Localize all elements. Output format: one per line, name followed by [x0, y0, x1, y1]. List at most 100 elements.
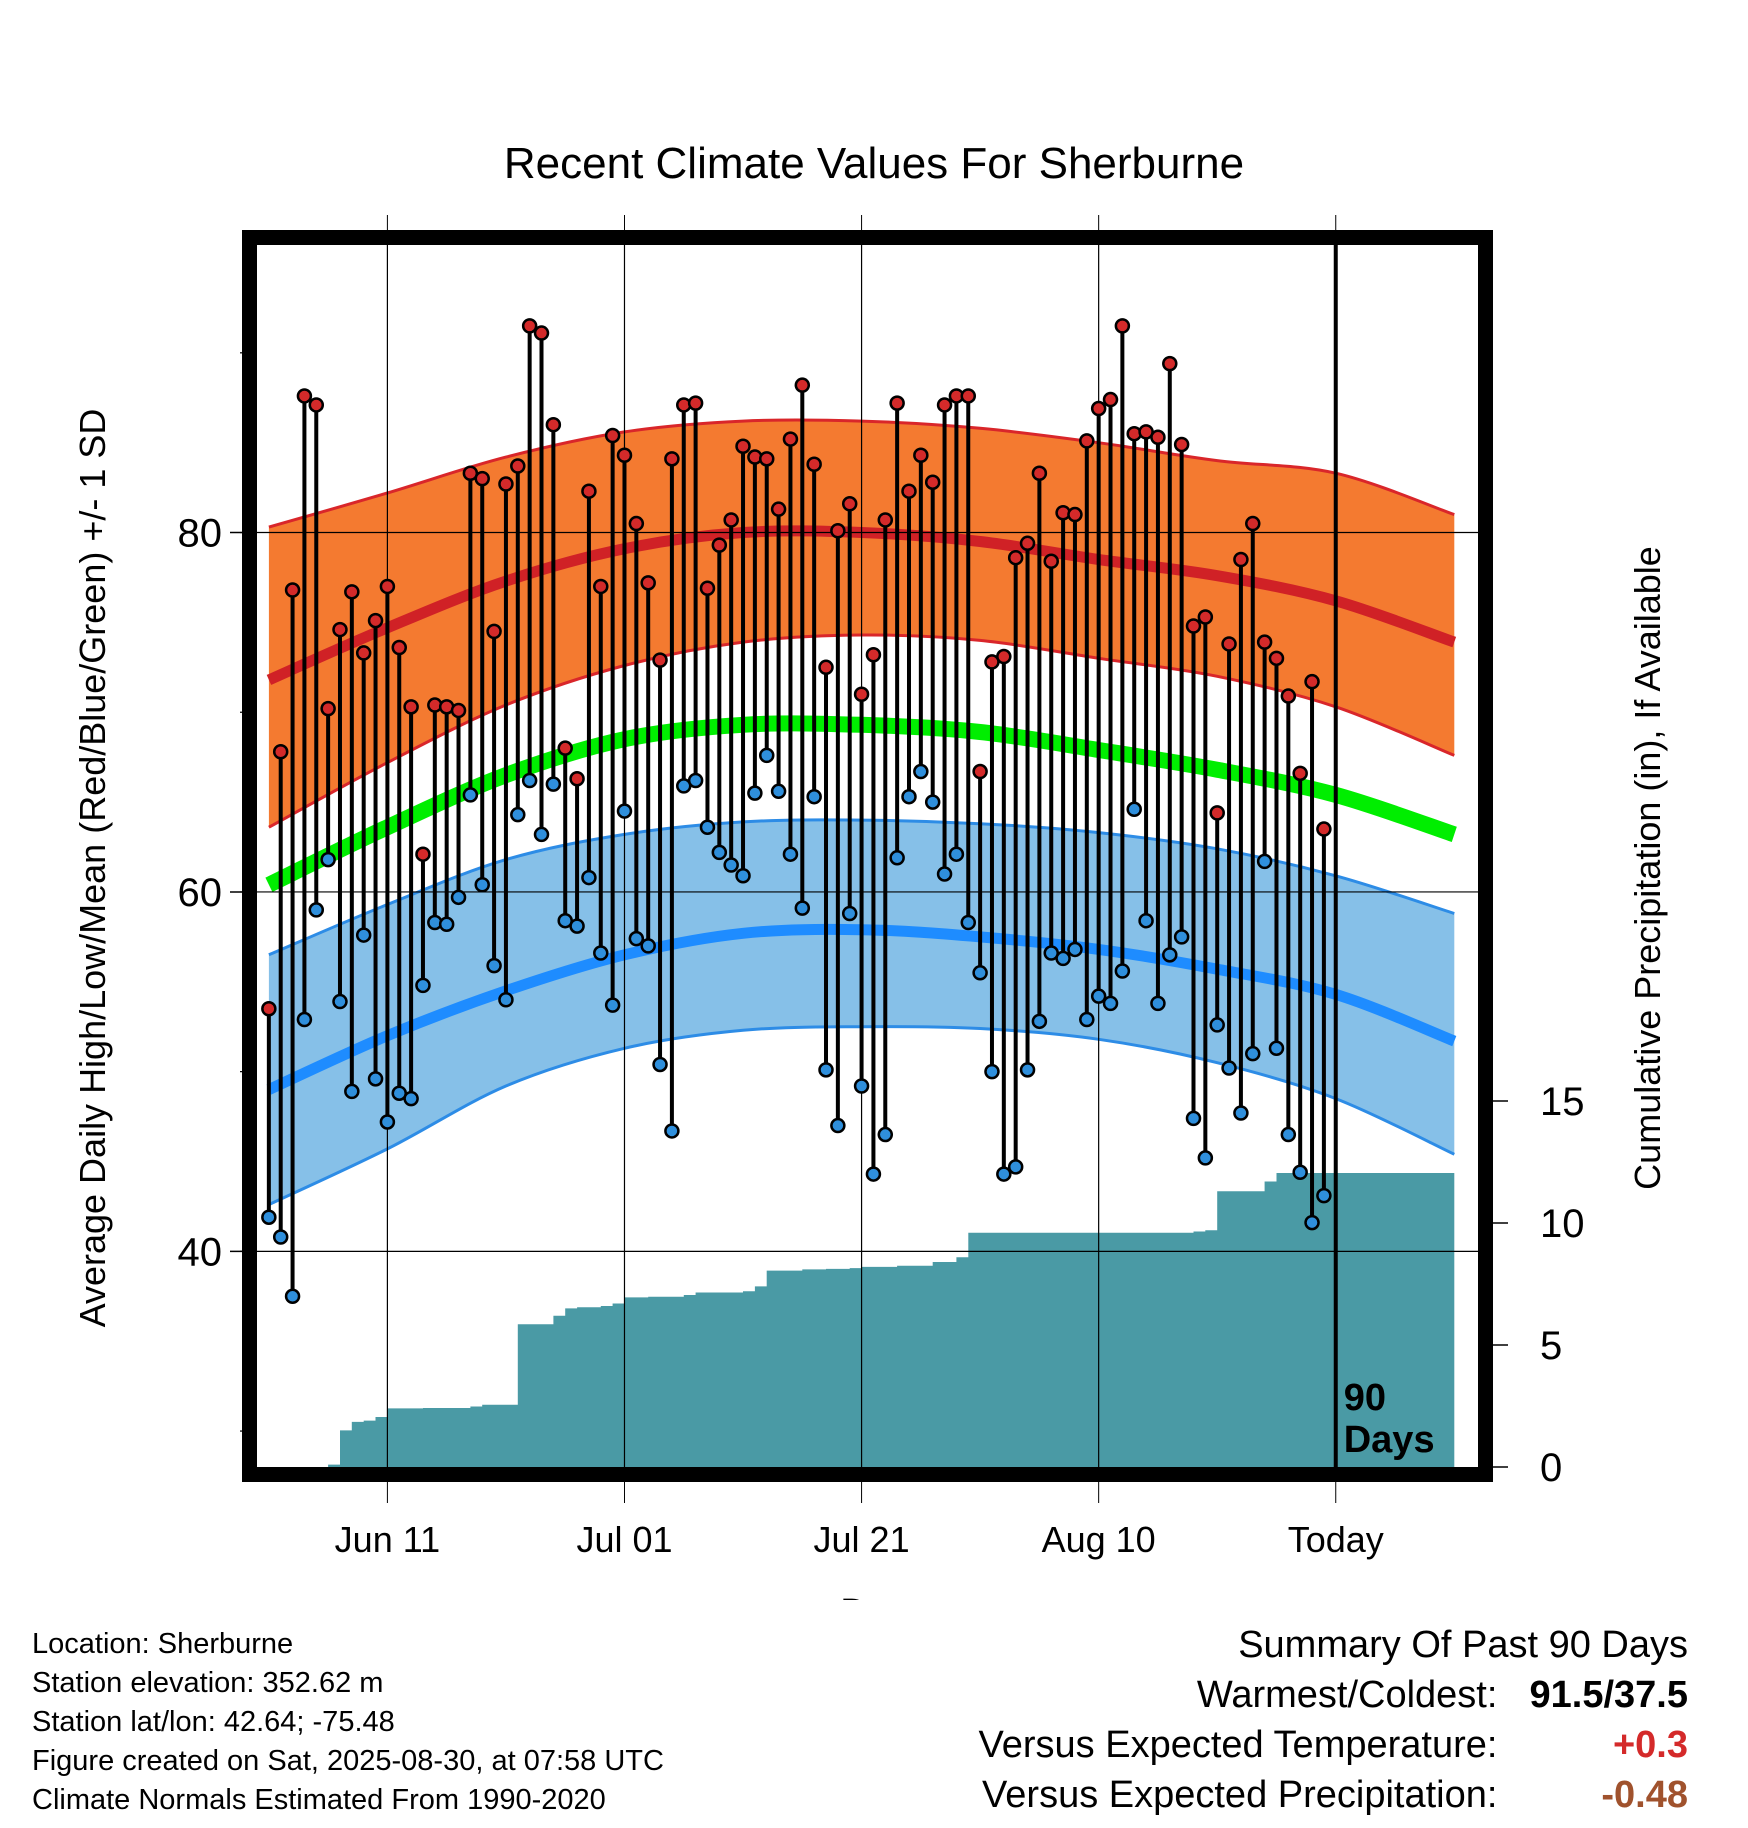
- high-point-69: [1079, 433, 1095, 449]
- low-point-86: [1280, 1126, 1297, 1143]
- low-point-3: [296, 1011, 313, 1028]
- low-point-37: [699, 819, 716, 835]
- high-point-65: [1031, 465, 1048, 481]
- low-point-73: [1126, 801, 1142, 818]
- warm-cold-label: Warmest/Coldest:: [1196, 1674, 1498, 1716]
- high-point-52: [877, 512, 894, 528]
- high-point-48: [830, 522, 846, 539]
- high-point-71: [1102, 391, 1119, 408]
- high-point-45: [794, 377, 811, 393]
- high-point-31: [628, 515, 645, 532]
- low-point-51: [865, 1166, 882, 1182]
- chart-title: Recent Climate Values For Sherburne: [504, 139, 1244, 188]
- y2-axis-label: Cumulative Precipitation (in), If Availa…: [1627, 546, 1668, 1190]
- high-point-47: [818, 659, 834, 676]
- low-point-74: [1138, 912, 1154, 929]
- low-point-87: [1292, 1164, 1308, 1181]
- high-point-46: [806, 456, 822, 472]
- high-point-66: [1043, 553, 1059, 570]
- high-point-18: [474, 470, 490, 487]
- low-point-68: [1067, 941, 1083, 958]
- low-point-50: [853, 1078, 870, 1094]
- location-text: Location: Sherburne: [32, 1628, 294, 1660]
- high-point-26: [569, 770, 585, 787]
- high-point-77: [1173, 436, 1190, 453]
- high-point-30: [616, 447, 633, 464]
- low-point-78: [1185, 1110, 1202, 1127]
- y2-tick-label-1: 5: [1540, 1324, 1562, 1368]
- low-point-39: [723, 857, 739, 873]
- high-point-0: [261, 1001, 277, 1017]
- low-point-48: [830, 1117, 846, 1134]
- high-point-40: [735, 438, 751, 455]
- created-text: Figure created on Sat, 2025-08-30, at 07…: [32, 1745, 664, 1777]
- y2-tick-label-3: 15: [1540, 1080, 1585, 1124]
- high-point-2: [284, 582, 301, 598]
- high-point-50: [853, 686, 870, 703]
- high-point-42: [758, 451, 775, 467]
- y2-tick-label-0: 0: [1540, 1446, 1562, 1490]
- high-point-79: [1197, 609, 1214, 625]
- x-tick-label-3: Aug 10: [1042, 1519, 1156, 1560]
- high-point-62: [996, 648, 1012, 665]
- high-point-68: [1067, 506, 1083, 523]
- low-point-44: [782, 846, 799, 862]
- y-axis-label: Average Daily High/Low/Mean (Red/Blue/Gr…: [72, 409, 113, 1328]
- low-point-70: [1090, 988, 1107, 1004]
- low-point-55: [913, 763, 929, 780]
- x-tick-label-2: Jul 21: [814, 1519, 910, 1560]
- high-point-78: [1185, 618, 1202, 634]
- summary-title: Summary Of Past 90 Days: [1238, 1624, 1688, 1666]
- temp-label: Versus Expected Temperature:: [978, 1724, 1498, 1766]
- high-point-53: [889, 395, 905, 411]
- high-point-24: [545, 416, 562, 433]
- low-point-22: [521, 772, 538, 789]
- high-point-85: [1268, 650, 1285, 667]
- high-point-82: [1233, 551, 1249, 568]
- low-point-40: [735, 868, 751, 884]
- station-info: Location: Sherburne Station elevation: 3…: [32, 1625, 664, 1820]
- low-point-89: [1316, 1187, 1332, 1204]
- low-point-20: [498, 992, 514, 1008]
- y2-tick-label-2: 10: [1540, 1202, 1585, 1246]
- high-point-4: [308, 397, 325, 413]
- low-point-10: [379, 1114, 396, 1130]
- low-point-29: [604, 997, 621, 1013]
- high-point-27: [581, 483, 597, 499]
- low-point-42: [758, 747, 775, 764]
- low-point-43: [770, 783, 787, 800]
- low-point-5: [320, 851, 336, 868]
- low-point-8: [355, 927, 372, 943]
- low-point-16: [450, 889, 467, 906]
- high-point-3: [296, 388, 313, 404]
- high-point-12: [403, 699, 419, 715]
- low-point-41: [747, 785, 763, 801]
- low-point-65: [1031, 1013, 1048, 1030]
- low-point-38: [711, 844, 728, 861]
- low-point-33: [652, 1056, 668, 1073]
- high-point-87: [1292, 765, 1308, 782]
- low-point-13: [415, 977, 431, 994]
- plot-frame: [242, 230, 1493, 1482]
- high-point-34: [664, 451, 680, 467]
- high-point-84: [1256, 634, 1273, 650]
- high-point-33: [652, 652, 668, 668]
- low-point-36: [687, 772, 704, 789]
- high-point-25: [557, 740, 573, 756]
- elevation-text: Station elevation: 352.62 m: [32, 1667, 384, 1699]
- high-point-1: [272, 744, 289, 760]
- high-point-43: [770, 501, 787, 517]
- low-point-49: [841, 905, 858, 922]
- high-point-59: [960, 388, 977, 404]
- high-point-51: [865, 646, 882, 663]
- x-tick-label-0: Jun 11: [335, 1519, 440, 1560]
- low-point-52: [877, 1126, 894, 1143]
- low-point-1: [272, 1229, 289, 1245]
- high-point-54: [901, 483, 917, 499]
- low-point-47: [818, 1062, 834, 1078]
- low-point-77: [1173, 929, 1190, 945]
- low-point-58: [948, 846, 965, 862]
- warm-cold-row: Warmest/Coldest: 91.5/37.5: [979, 1670, 1688, 1720]
- high-point-57: [936, 397, 953, 413]
